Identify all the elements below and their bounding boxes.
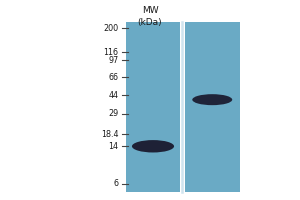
Text: 116: 116 (103, 48, 118, 57)
Bar (126, 22, 180, 192)
Text: 200: 200 (103, 24, 118, 33)
Text: 18.4: 18.4 (101, 130, 118, 139)
Text: 44: 44 (109, 91, 118, 100)
Text: 97: 97 (108, 56, 118, 65)
Text: 14: 14 (109, 142, 118, 151)
Text: 6: 6 (113, 179, 119, 188)
Text: 66: 66 (109, 73, 118, 82)
Bar (184, 22, 240, 192)
Text: 29: 29 (108, 109, 118, 118)
Ellipse shape (132, 140, 174, 152)
Text: (kDa): (kDa) (138, 18, 162, 27)
Ellipse shape (192, 94, 232, 105)
Text: MW: MW (142, 6, 158, 15)
